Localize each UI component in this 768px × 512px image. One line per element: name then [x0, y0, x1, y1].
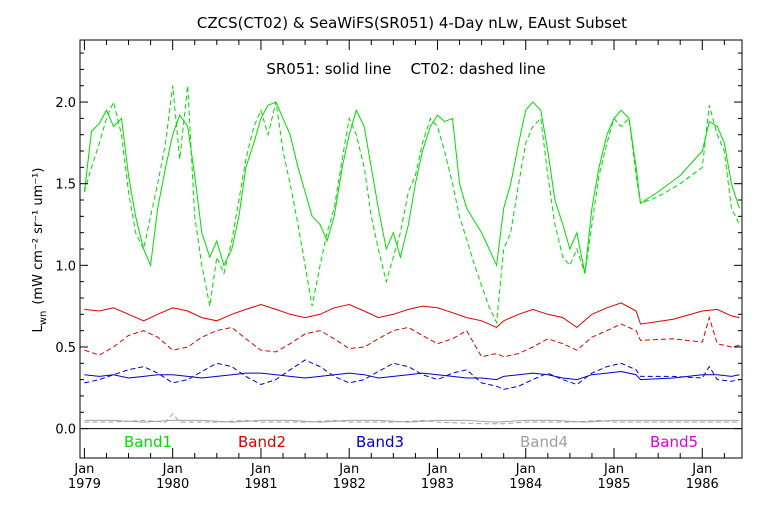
- legend-band5: Band5: [650, 433, 698, 451]
- band2-dashed-line: [84, 315, 740, 358]
- legend-band2: Band2: [238, 433, 286, 451]
- x-tick-label-month: Jan: [515, 462, 536, 477]
- x-tick-label-year: 1979: [68, 477, 101, 492]
- x-tick-label-month: Jan: [250, 462, 271, 477]
- y-axis-label-units: (mW cm⁻² sr⁻¹ um⁻¹): [31, 168, 46, 305]
- x-axis-ticks: Jan1979Jan1980Jan1981Jan1982Jan1983Jan19…: [68, 40, 725, 492]
- legend-band3: Band3: [356, 433, 404, 451]
- x-tick-label-month: Jan: [426, 462, 447, 477]
- x-tick-label-year: 1982: [333, 477, 366, 492]
- legend-band1: Band1: [124, 433, 172, 451]
- y-axis-label: Lwn (mW cm⁻² sr⁻¹ um⁻¹): [31, 168, 49, 333]
- y-tick-label: 2.0: [55, 96, 76, 111]
- band2-solid-line: [84, 302, 740, 329]
- band1-dashed-line: [83, 85, 740, 325]
- x-tick-label-year: 1986: [686, 477, 719, 492]
- band4-dashed-line: [84, 413, 740, 425]
- y-axis-label-sub: wn: [38, 311, 49, 326]
- y-tick-label: 1.0: [55, 259, 76, 274]
- x-tick-label-month: Jan: [691, 462, 712, 477]
- band4-solid-line: [84, 419, 740, 423]
- x-tick-label-year: 1983: [421, 477, 454, 492]
- chart-title: CZCS(CT02) & SeaWiFS(SR051) 4-Day nLw, E…: [197, 14, 627, 32]
- y-tick-label: 0.5: [55, 341, 76, 356]
- y-axis-ticks: 0.0 0.5 1.0 1.5 2.0: [55, 52, 742, 438]
- y-tick-label: 0.0: [55, 423, 76, 438]
- x-tick-label-year: 1981: [244, 477, 277, 492]
- band1-solid-line: [83, 101, 740, 274]
- x-tick-label-year: 1980: [156, 477, 189, 492]
- legend: Band1 Band2 Band3 Band4 Band5: [124, 433, 698, 451]
- series-layer: [83, 85, 740, 425]
- line-style-annotation: SR051: solid line CT02: dashed line: [266, 60, 545, 78]
- x-tick-label-month: Jan: [73, 462, 94, 477]
- band3-solid-line: [84, 370, 740, 381]
- legend-band4: Band4: [520, 433, 568, 451]
- y-axis-label-main: L: [31, 324, 46, 332]
- x-tick-label-year: 1984: [509, 477, 542, 492]
- y-tick-label: 1.5: [55, 178, 76, 193]
- x-tick-label-year: 1985: [597, 477, 630, 492]
- x-tick-label-month: Jan: [162, 462, 183, 477]
- x-tick-label-month: Jan: [338, 462, 359, 477]
- x-tick-label-month: Jan: [603, 462, 624, 477]
- band3-dashed-line: [84, 359, 740, 390]
